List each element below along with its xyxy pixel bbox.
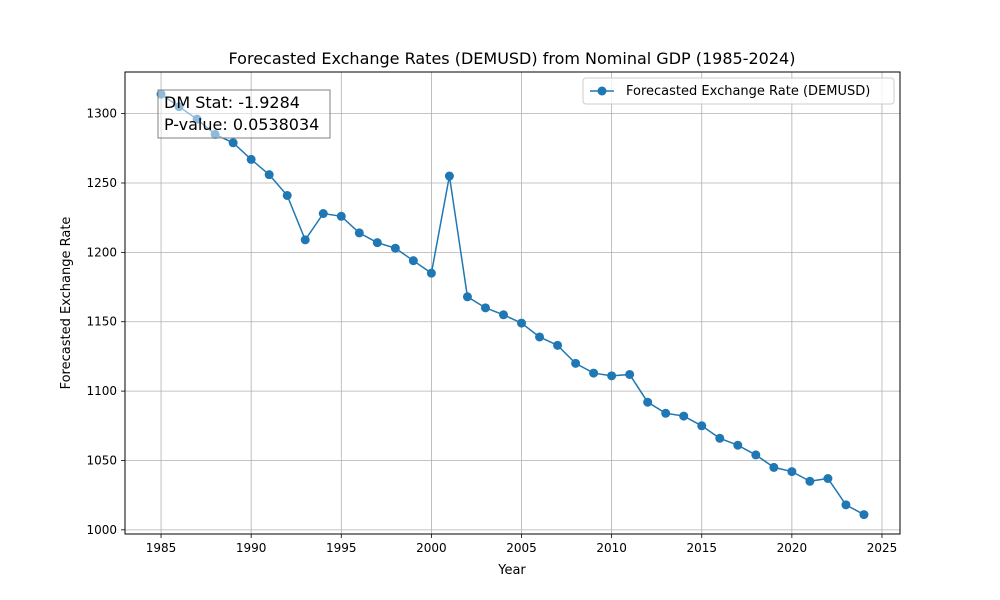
y-axis: 1000 1050 1100 1150 1200 1250 1300 [86, 107, 125, 537]
x-tick-label: 2015 [686, 541, 717, 555]
data-point [408, 256, 418, 266]
annotation-background [157, 89, 331, 139]
x-tick-label: 2000 [416, 541, 447, 555]
data-point [769, 462, 779, 472]
data-point [859, 510, 869, 520]
data-point [697, 421, 707, 431]
y-tick-label: 1050 [86, 453, 117, 467]
data-point [246, 154, 256, 164]
series-line [160, 93, 865, 516]
data-point [553, 340, 563, 350]
grid [125, 72, 900, 534]
data-point [517, 318, 527, 328]
x-axis-label: Year [497, 563, 526, 578]
annotation-box: DM Stat: -1.9284 P-value: 0.0538034 [157, 89, 331, 139]
y-tick-label: 1250 [86, 176, 117, 190]
data-point [426, 268, 436, 278]
data-point [661, 408, 671, 418]
chart-title: Forecasted Exchange Rates (DEMUSD) from … [229, 49, 796, 68]
x-tick-label: 1990 [236, 541, 267, 555]
data-point [679, 411, 689, 421]
data-point [571, 358, 581, 368]
data-point [625, 369, 635, 379]
legend-box [582, 77, 895, 105]
data-point [264, 170, 274, 180]
legend: Forecasted Exchange Rate (DEMUSD) [582, 77, 895, 105]
data-point [805, 476, 815, 486]
data-point [733, 440, 743, 450]
x-tick-label: 1995 [326, 541, 357, 555]
data-point [589, 368, 599, 378]
x-tick-label: 1985 [146, 541, 177, 555]
data-point [715, 433, 725, 443]
legend-marker [597, 86, 607, 96]
y-tick-label: 1000 [86, 523, 117, 537]
data-point [841, 500, 851, 510]
y-axis-label: Forecasted Exchange Rate [59, 217, 74, 390]
data-point [607, 371, 617, 381]
y-tick-label: 1200 [86, 245, 117, 259]
data-point [300, 235, 310, 245]
data-point [390, 243, 400, 253]
x-tick-label: 2005 [506, 541, 537, 555]
data-point [444, 171, 454, 181]
legend-label: Forecasted Exchange Rate (DEMUSD) [626, 84, 870, 99]
data-point [336, 211, 346, 221]
dm-stat-text: DM Stat: -1.9284 [164, 93, 300, 112]
x-tick-label: 2010 [596, 541, 627, 555]
plot-frame [124, 71, 901, 535]
data-point [462, 292, 472, 302]
data-point [228, 138, 238, 148]
y-tick-label: 1100 [86, 384, 117, 398]
data-point [282, 190, 292, 200]
data-point [823, 474, 833, 484]
data-point [751, 450, 761, 460]
data-point [787, 467, 797, 477]
x-tick-label: 2020 [777, 541, 808, 555]
x-axis: 1985 1990 1995 2000 2005 2010 2015 2020 2025 [146, 534, 897, 555]
data-point [498, 310, 508, 320]
y-tick-label: 1150 [86, 315, 117, 329]
p-value-text: P-value: 0.0538034 [164, 115, 319, 134]
data-point [480, 303, 490, 313]
data-point [372, 238, 382, 248]
data-point [318, 209, 328, 219]
data-point [643, 397, 653, 407]
y-tick-label: 1300 [86, 107, 117, 121]
data-point [535, 332, 545, 342]
x-tick-label: 2025 [867, 541, 898, 555]
data-point [354, 228, 364, 238]
